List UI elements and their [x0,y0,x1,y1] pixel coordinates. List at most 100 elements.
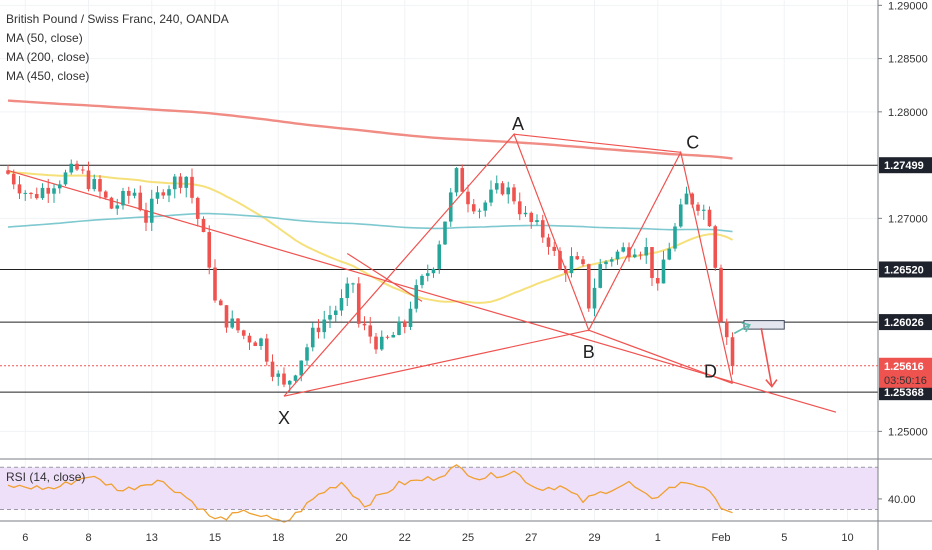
legend-symbol: British Pound / Swiss Franc, 240, OANDA [6,12,229,26]
candle-body [282,373,286,385]
pattern-point-x: X [278,408,290,428]
pattern-point-b: B [583,342,595,362]
candle-body [207,232,212,268]
candle-body [63,172,68,185]
candle-body [80,169,85,171]
candle-body [673,226,677,249]
candle-body [650,247,654,278]
level-badge [879,384,932,401]
time-tick-label: 29 [588,532,600,544]
candle-body [11,173,16,185]
candle-body [6,170,10,174]
rsi-line [7,464,733,523]
candle-body [167,189,171,196]
rsi-tick-label: 40.00 [888,494,916,506]
time-tick-label: 27 [525,532,537,544]
candle-body [287,380,292,385]
time-tick-label: 22 [399,532,411,544]
price-tick-label: 1.28500 [888,54,928,66]
candle-body [103,191,108,198]
level-badge-label: 1.26520 [884,264,924,276]
candle-body [121,190,125,206]
candle-body [115,205,120,209]
candle-body [621,247,626,252]
bearish-arrow [760,327,773,387]
candle-body [471,204,476,212]
level-badge-label: 1.27499 [884,160,924,172]
candle-body [696,204,700,211]
candle-body [414,285,419,309]
legend-ma50: MA (50, close) [6,31,83,45]
candle-body [144,210,148,223]
candle-body [339,298,344,311]
candle-body [431,268,436,274]
candle-body [632,254,637,258]
candles [6,159,735,394]
candle-body [195,197,200,219]
candle-body [690,193,695,205]
countdown-label: 03:50:16 [884,375,927,387]
candle-body [57,184,62,189]
candle-body [247,335,252,343]
pattern-point-c: C [686,132,699,152]
time-tick-label: 20 [335,532,347,544]
candle-body [460,168,465,192]
bullish-arrowhead [741,322,751,333]
candle-body [443,221,447,245]
candle-body [540,220,545,238]
level-badge [879,261,932,278]
pattern-point-a: A [512,114,524,134]
pattern-diagonal [588,329,733,385]
legend: British Pound / Swiss Franc, 240, OANDA … [6,12,229,484]
candle-body [385,336,390,338]
candle-body [437,244,442,269]
candle-body [517,201,522,215]
candle-body [241,330,246,336]
candle-body [581,259,585,265]
grid [0,0,878,520]
price-axis[interactable]: 1.29000 1.28500 1.28000 1.27000 1.25000 1.274… [877,0,932,550]
candle-body [678,204,683,227]
time-tick-label: 8 [85,532,91,544]
candle-body [23,192,28,194]
candle-body [276,373,281,377]
candle-body [299,360,304,376]
candle-body [609,259,614,262]
candle-body [592,287,597,309]
time-tick-label: Feb [712,532,731,544]
candle-body [322,319,327,333]
candle-body [138,192,143,211]
candle-body [109,197,114,209]
candle-body [719,267,723,322]
candle-body [500,183,505,195]
candle-body [17,184,22,194]
bullish-arrow [733,324,751,335]
candle-body [368,325,373,337]
candle-body [506,187,511,195]
candle-body [149,198,154,223]
candle-body [604,261,608,265]
candle-body [569,256,574,274]
candle-body [638,254,643,256]
candle-body [184,176,189,188]
candle-body [132,192,137,196]
candle-body [328,315,332,320]
candle-body [644,247,649,256]
ma200-line [7,212,733,233]
candle-body [293,375,298,381]
candle-body [575,256,580,260]
candle-body [707,209,712,227]
price-tick-label: 1.29000 [888,0,928,12]
candle-body [264,338,269,362]
legend-rsi: RSI (14, close) [6,470,85,484]
candle-body [535,220,539,223]
ma450-line [7,99,733,160]
candle-body [40,187,45,199]
candle-body [310,327,315,348]
rsi-band [0,467,878,510]
annotations [733,320,785,388]
candle-body [351,283,355,285]
time-axis[interactable]: 6 8 13 15 18 20 22 25 27 29 1 Feb 5 10 [22,532,853,544]
